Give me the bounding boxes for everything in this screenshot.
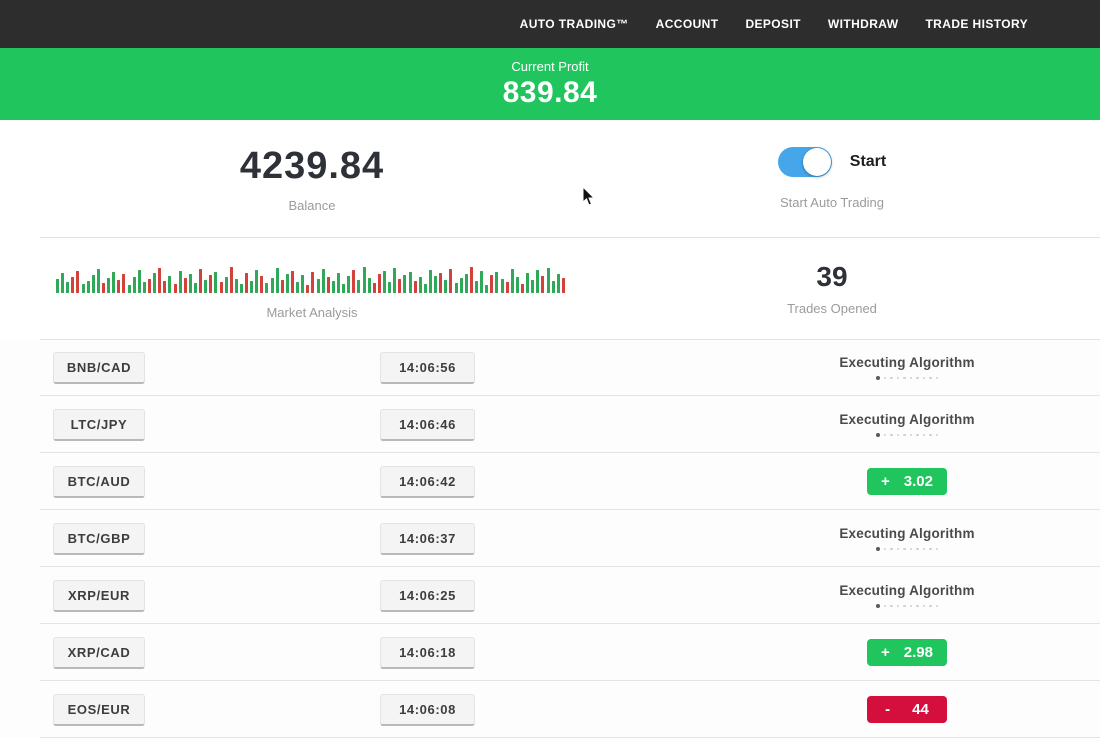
badge-value: 3.02 <box>903 473 933 490</box>
current-profit-banner: Current Profit 839.84 <box>0 48 1100 120</box>
table-row: BTC/GBP 14:06:37 Executing Algorithm <box>0 510 1100 567</box>
profit-badge: +3.02 <box>867 468 947 495</box>
trade-status: Executing Algorithm <box>787 412 1027 437</box>
toggle-label: Start <box>849 153 887 170</box>
trade-time: 14:06:08 <box>380 693 475 726</box>
trade-table: BNB/CAD 14:06:56 Executing Algorithm LTC… <box>0 339 1100 738</box>
section-divider <box>40 237 1100 238</box>
executing-algorithm-label: Executing Algorithm <box>839 412 975 427</box>
trade-status: - 44 <box>787 696 1027 723</box>
badge-sign: + <box>881 473 890 490</box>
trade-time: 14:06:25 <box>380 579 475 612</box>
table-row: LTC/JPY 14:06:46 Executing Algorithm <box>0 396 1100 453</box>
pair-badge: XRP/CAD <box>53 636 145 669</box>
badge-value: 2.98 <box>903 644 933 661</box>
trades-opened-label: Trades Opened <box>787 301 877 316</box>
pair-badge: EOS/EUR <box>53 693 145 726</box>
market-analysis-chart <box>56 263 568 293</box>
table-row: BTC/AUD 14:06:42 +3.02 <box>0 453 1100 510</box>
badge-sign: - <box>885 701 891 718</box>
top-nav: AUTO TRADING™ ACCOUNT DEPOSIT WITHDRAW TRADE… <box>0 0 1100 48</box>
trade-status: Executing Algorithm <box>787 583 1027 608</box>
pair-badge: BNB/CAD <box>53 351 145 384</box>
start-auto-trading-label: Start Auto Trading <box>779 195 885 210</box>
nav-item-deposit[interactable]: DEPOSIT <box>745 17 801 31</box>
trades-opened-value: 39 <box>816 261 848 292</box>
pair-badge: XRP/EUR <box>53 579 145 612</box>
toggle-knob <box>802 148 831 176</box>
table-row: XRP/EUR 14:06:25 Executing Algorithm <box>0 567 1100 624</box>
nav-item-account[interactable]: ACCOUNT <box>655 17 719 31</box>
executing-algorithm-label: Executing Algorithm <box>839 526 975 541</box>
nav-item-withdraw[interactable]: WITHDRAW <box>827 17 899 31</box>
trade-status: Executing Algorithm <box>787 526 1027 551</box>
nav-item-auto-trading[interactable]: AUTO TRADING™ <box>519 17 629 31</box>
trade-time: 14:06:56 <box>380 351 475 384</box>
pair-badge: BTC/AUD <box>53 465 145 498</box>
trade-time: 14:06:18 <box>380 636 475 669</box>
current-profit-value: 839.84 <box>502 75 598 109</box>
balance-value: 4239.84 <box>239 144 385 187</box>
pair-badge: LTC/JPY <box>53 408 145 441</box>
trade-status: +2.98 <box>787 639 1027 666</box>
pair-badge: BTC/GBP <box>53 522 145 555</box>
balance-label: Balance <box>288 197 336 213</box>
progress-dots <box>875 547 939 551</box>
profit-badge: +2.98 <box>867 639 947 666</box>
auto-trading-toggle[interactable] <box>777 147 832 177</box>
trade-time: 14:06:37 <box>380 522 475 555</box>
loss-badge: - 44 <box>867 696 947 723</box>
executing-algorithm-label: Executing Algorithm <box>839 583 975 598</box>
market-section: Market Analysis 39 Trades Opened <box>0 238 1100 339</box>
progress-dots <box>875 433 939 437</box>
trade-status: Executing Algorithm <box>787 355 1027 380</box>
executing-algorithm-label: Executing Algorithm <box>839 355 975 370</box>
trade-status: +3.02 <box>787 468 1027 495</box>
current-profit-label: Current Profit <box>511 58 589 74</box>
trade-time: 14:06:42 <box>380 465 475 498</box>
progress-dots <box>875 604 939 608</box>
balance-section: 4239.84 Balance Start Start Auto Trading <box>0 120 1100 237</box>
table-row: XRP/CAD 14:06:18 +2.98 <box>0 624 1100 681</box>
nav-item-trade-history[interactable]: TRADE HISTORY <box>925 17 1028 31</box>
table-row: BNB/CAD 14:06:56 Executing Algorithm <box>0 339 1100 396</box>
badge-value: 44 <box>912 701 929 718</box>
progress-dots <box>875 376 939 380</box>
badge-sign: + <box>881 644 890 661</box>
table-row: EOS/EUR 14:06:08 - 44 <box>0 681 1100 738</box>
market-analysis-label: Market Analysis <box>266 305 358 320</box>
trade-time: 14:06:46 <box>380 408 475 441</box>
